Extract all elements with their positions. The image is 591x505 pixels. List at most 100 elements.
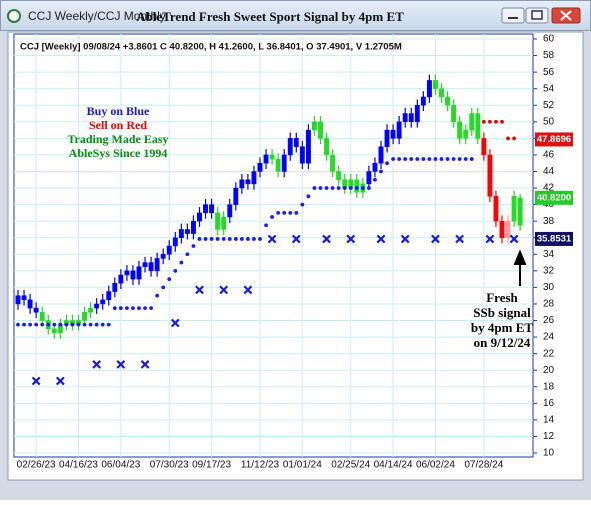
candle-body [33, 307, 39, 313]
candle-body [384, 129, 390, 147]
candle-body [191, 220, 196, 234]
stop-dot [197, 237, 202, 241]
stop-dot [318, 186, 323, 190]
candle-body [118, 274, 124, 284]
stop-dot [306, 194, 311, 199]
y-tick-label: 24 [543, 332, 555, 343]
stop-dot [106, 322, 111, 327]
candle-body [475, 113, 481, 139]
chart-title: AbleTrend Fresh Sweet Sport Signal by 4p… [136, 9, 404, 24]
stop-dot [439, 157, 444, 161]
candle-body [505, 220, 511, 238]
candle-body [51, 328, 57, 334]
y-tick-label: 44 [543, 166, 555, 177]
candle-body [172, 237, 178, 247]
candle-body [281, 154, 287, 172]
stop-dot [161, 285, 166, 290]
stop-dot [373, 177, 377, 182]
candle-body [209, 204, 215, 214]
candle-body [487, 154, 493, 197]
stop-dot [312, 186, 317, 190]
candle-body [275, 158, 281, 172]
stop-dot [227, 237, 232, 241]
y-tick-label: 16 [543, 398, 555, 409]
y-tick-label: 30 [543, 282, 555, 293]
stop-dot [118, 306, 123, 310]
stop-dot [457, 157, 462, 161]
stop-dot [40, 322, 45, 327]
x-tick-label: 07/28/24 [464, 460, 503, 471]
candle-body [184, 229, 190, 234]
stop-dot [143, 306, 147, 310]
candle-body [354, 179, 360, 193]
candle-body [426, 80, 432, 98]
stop-dot [239, 237, 244, 241]
candle-body [493, 196, 499, 222]
candle-body [227, 204, 233, 218]
stop-dot [397, 157, 402, 161]
x-marker [195, 285, 204, 295]
candle-body [245, 179, 251, 185]
stop-dot [427, 157, 432, 161]
stop-dot [403, 157, 408, 161]
x-marker [322, 234, 331, 244]
candle-body [402, 113, 408, 123]
stop-dot [221, 237, 226, 241]
stop-dot [354, 186, 359, 190]
candle-body [378, 146, 384, 164]
candle-body [130, 270, 136, 280]
stop-dot [100, 322, 105, 327]
annotation-line: Trading Made Easy [67, 132, 168, 146]
annotation-line: Buy on Blue [87, 104, 150, 118]
candle-body [336, 171, 342, 181]
window-buttons [501, 7, 581, 24]
stop-dot [88, 322, 93, 327]
stop-dot [58, 322, 63, 327]
price-box [535, 132, 573, 147]
stop-dot [270, 215, 274, 219]
stop-dot [415, 157, 420, 161]
stop-dot [294, 210, 299, 215]
note-line: Fresh [486, 290, 518, 305]
stop-dot [46, 322, 51, 327]
x-marker [55, 376, 65, 386]
candle-body [112, 283, 118, 292]
stop-dot [379, 169, 383, 174]
candle-body [324, 138, 330, 156]
title-bar [0, 0, 591, 31]
y-tick-label: 28 [543, 299, 555, 310]
stop-dot [488, 119, 492, 124]
x-marker [455, 234, 465, 244]
x-tick-label: 07/30/23 [150, 460, 189, 471]
stop-dot [185, 252, 190, 257]
x-marker [140, 360, 150, 369]
minimize-button[interactable] [501, 7, 525, 24]
note-arrow [513, 249, 527, 286]
x-marker [291, 234, 301, 244]
y-tick-label: 50 [543, 116, 555, 127]
stop-dot [215, 237, 220, 241]
stop-dot [16, 322, 20, 327]
stop-dot [463, 157, 468, 161]
stop-dot [288, 210, 293, 215]
y-tick-label: 26 [543, 315, 555, 326]
x-tick-label: 11/12/23 [241, 460, 280, 471]
stop-dot [112, 306, 117, 310]
candle-body [445, 96, 451, 106]
candle-body [372, 162, 378, 172]
x-marker [485, 234, 495, 244]
y-tick-label: 54 [543, 83, 555, 94]
x-marker [92, 360, 102, 369]
stop-dot [94, 322, 99, 327]
price-box-label: 40.8200 [537, 192, 571, 203]
candle-body [451, 104, 457, 123]
candle-body [366, 171, 372, 185]
candle-body [439, 88, 444, 98]
header-info: CCJ [Weekly] 09/08/24 +3.8601 C 40.8200,… [20, 42, 402, 53]
note-line: on 9/12/24 [474, 335, 531, 350]
candle-body [287, 138, 293, 156]
x-tick-label: 01/01/24 [283, 460, 322, 471]
candle-body [197, 212, 202, 222]
candle-body [82, 311, 87, 321]
candle-body [312, 121, 317, 131]
